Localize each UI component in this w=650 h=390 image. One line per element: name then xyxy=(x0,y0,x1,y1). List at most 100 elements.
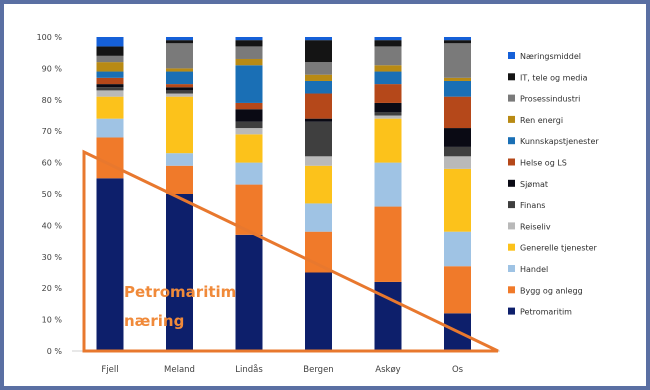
bar-segment-bergen-5 xyxy=(305,121,332,157)
bar-segment-os-4 xyxy=(444,156,471,169)
bar-segment-fjell-2 xyxy=(96,118,124,138)
bar-segment-lindås-6 xyxy=(235,109,263,122)
legend-label: Kunnskapstjenester xyxy=(520,137,599,146)
legend-label: Reiseliv xyxy=(520,222,551,231)
bar-segment-bergen-3 xyxy=(305,165,332,204)
legend-label: Handel xyxy=(520,265,548,274)
y-tick-label: 60 % xyxy=(42,159,63,168)
x-tick-label: Fjell xyxy=(101,365,118,375)
bar-segment-fjell-12 xyxy=(96,37,124,47)
bar-segment-lindås-9 xyxy=(235,58,263,66)
bar-segment-fjell-4 xyxy=(96,90,124,97)
bar-segment-lindås-3 xyxy=(235,134,263,163)
bar-segment-os-6 xyxy=(444,128,471,147)
bar-segment-fjell-1 xyxy=(96,137,124,179)
bar-segment-fjell-7 xyxy=(96,77,124,85)
bar-segment-fjell-6 xyxy=(96,84,124,88)
bar-segment-meland-10 xyxy=(166,43,193,69)
bar-segment-meland-12 xyxy=(166,37,193,41)
y-tick-label: 50 % xyxy=(42,190,63,199)
bar-segment-os-1 xyxy=(444,266,471,314)
bar-segment-os-3 xyxy=(444,168,471,232)
legend-swatch xyxy=(508,52,515,59)
legend-swatch xyxy=(508,265,515,272)
legend-label: Bygg og anlegg xyxy=(520,286,583,295)
bar-segment-fjell-10 xyxy=(96,55,124,63)
bar-segment-fjell-11 xyxy=(96,46,124,56)
bar-segment-askøy-5 xyxy=(374,112,402,116)
legend-label: Prosessindustri xyxy=(520,95,580,104)
bar-segment-askøy-10 xyxy=(374,46,402,66)
bar-segment-askøy-9 xyxy=(374,65,402,72)
legend-label: Sjømat xyxy=(520,180,548,189)
legend-swatch xyxy=(508,201,515,209)
legend-swatch xyxy=(508,73,515,81)
bar-segment-bergen-7 xyxy=(305,93,332,119)
y-tick-label: 80 % xyxy=(42,96,63,105)
legend-label: Ren energi xyxy=(520,116,563,125)
bar-segment-bergen-0 xyxy=(305,272,332,351)
bar-segment-meland-5 xyxy=(166,90,193,94)
bar-segment-askøy-12 xyxy=(374,37,402,41)
bar-segment-lindås-0 xyxy=(235,234,263,351)
x-tick-label: Lindås xyxy=(235,364,263,375)
bar-segment-meland-2 xyxy=(166,153,193,166)
bar-segment-fjell-3 xyxy=(96,96,124,119)
bar-segment-lindås-5 xyxy=(235,121,263,129)
annotation-triangle xyxy=(82,149,499,353)
bar-segment-meland-7 xyxy=(166,84,193,88)
bar-segment-bergen-10 xyxy=(305,62,332,75)
bar-segment-lindås-2 xyxy=(235,162,263,185)
bar-segment-meland-9 xyxy=(166,68,193,72)
bar-segment-bergen-8 xyxy=(305,80,332,94)
bar-segment-lindås-10 xyxy=(235,46,263,59)
x-tick-label: Askøy xyxy=(375,365,400,375)
legend-swatch xyxy=(508,94,515,102)
legend-label: Næringsmiddel xyxy=(520,52,581,61)
bar-segment-lindås-8 xyxy=(235,65,263,103)
bar-segment-askøy-7 xyxy=(374,84,402,103)
bar-segment-meland-4 xyxy=(166,93,193,97)
legend-swatch xyxy=(508,243,515,251)
bar-segment-meland-6 xyxy=(166,87,193,91)
bar-segment-os-8 xyxy=(444,80,471,97)
bar-segment-bergen-11 xyxy=(305,40,332,63)
bar-segment-askøy-11 xyxy=(374,40,402,47)
x-tick-label: Os xyxy=(452,365,464,375)
bar-segment-fjell-9 xyxy=(96,62,124,72)
y-tick-label: 90 % xyxy=(42,64,63,73)
bar-segment-askøy-4 xyxy=(374,115,402,119)
y-tick-label: 0 % xyxy=(47,347,63,356)
bar-segment-meland-1 xyxy=(166,165,193,194)
bar-segment-bergen-2 xyxy=(305,203,332,232)
legend-label: IT, tele og media xyxy=(520,73,588,82)
bar-segment-lindås-7 xyxy=(235,102,263,110)
y-tick-label: 40 % xyxy=(42,221,63,230)
legend-swatch xyxy=(508,286,515,294)
bar-segment-fjell-5 xyxy=(96,87,124,91)
bar-segment-meland-8 xyxy=(166,71,193,85)
bar-segment-os-11 xyxy=(444,40,471,44)
bar-segment-fjell-0 xyxy=(96,178,124,351)
bar-segment-meland-11 xyxy=(166,40,193,44)
bar-segment-lindås-11 xyxy=(235,40,263,47)
legend-swatch xyxy=(508,222,515,230)
legend-label: Finans xyxy=(520,201,545,210)
bar-segment-bergen-4 xyxy=(305,156,332,166)
bar-segment-os-7 xyxy=(444,96,471,129)
bar-segment-os-5 xyxy=(444,146,471,157)
bar-segment-os-10 xyxy=(444,43,471,78)
y-tick-label: 10 % xyxy=(42,316,63,325)
bar-segment-meland-0 xyxy=(166,194,193,351)
bar-segment-meland-3 xyxy=(166,96,193,154)
bar-segment-os-2 xyxy=(444,231,471,267)
bar-segment-askøy-8 xyxy=(374,71,402,85)
bar-segment-askøy-2 xyxy=(374,162,402,207)
legend-label: Helse og LS xyxy=(520,159,567,168)
bar-segment-askøy-1 xyxy=(374,206,402,282)
bar-segment-bergen-12 xyxy=(305,37,332,41)
y-tick-label: 70 % xyxy=(42,127,63,136)
y-tick-label: 20 % xyxy=(42,284,63,293)
legend-swatch xyxy=(508,158,515,166)
